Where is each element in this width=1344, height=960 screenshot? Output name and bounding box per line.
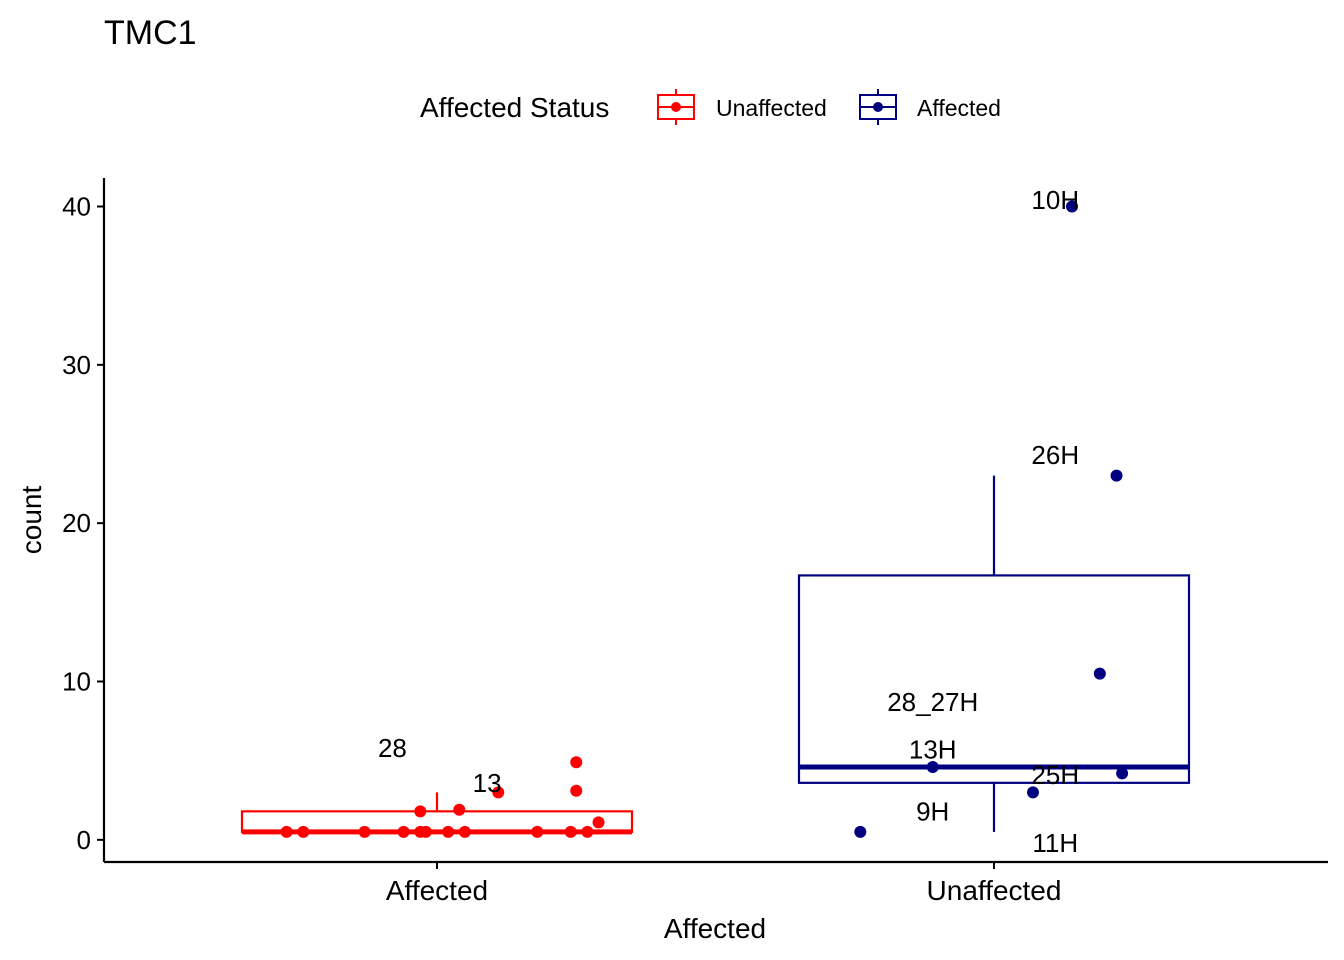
data-point: [581, 825, 594, 838]
data-point: [297, 825, 310, 838]
box-iqr: [797, 574, 1191, 784]
legend-point-glyph: [873, 102, 883, 112]
x-tick-label: Unaffected: [927, 875, 1062, 906]
data-point: [570, 756, 583, 769]
x-axis-title: Affected: [664, 913, 766, 944]
point-label: 10H: [1031, 185, 1079, 215]
point-label: 28_27H: [887, 687, 978, 717]
point-label: 13H: [909, 735, 957, 765]
data-point: [564, 825, 577, 838]
data-point: [1065, 200, 1078, 213]
data-point: [854, 825, 867, 838]
legend-label: Affected: [917, 95, 1001, 121]
y-axis-title: count: [16, 486, 47, 555]
data-point: [453, 803, 466, 816]
legend: Affected Status Unaffected Affected: [420, 89, 1001, 125]
data-point: [1110, 469, 1123, 482]
point-label: 26H: [1031, 440, 1079, 470]
axes: 0 10 20 30 40 Affected Unaffected: [62, 178, 1328, 906]
x-tick-label: Affected: [386, 875, 488, 906]
legend-key-affected: [859, 89, 897, 125]
data-point: [570, 784, 583, 797]
point-label: 9H: [916, 796, 949, 826]
data-point: [442, 825, 455, 838]
y-tick-label: 0: [77, 825, 91, 855]
data-point: [492, 786, 505, 799]
y-tick-label: 20: [62, 508, 91, 538]
y-tick-label: 10: [62, 667, 91, 697]
data-point: [419, 825, 432, 838]
plot-area: 28 13 10H 26H 28_27H 13H 25H 9H 11H: [240, 185, 1191, 858]
data-point: [1116, 767, 1129, 780]
chart-title: TMC1: [104, 14, 197, 52]
data-point: [531, 825, 544, 838]
data-point: [926, 761, 939, 773]
point-label: 13: [473, 768, 502, 798]
data-point: [1026, 786, 1039, 799]
data-point: [397, 825, 410, 838]
data-point: [1093, 667, 1106, 680]
data-point: [414, 805, 427, 818]
legend-key-unaffected: [657, 89, 695, 125]
legend-label: Unaffected: [716, 95, 827, 121]
data-point: [458, 825, 471, 838]
legend-point-glyph: [671, 102, 681, 112]
data-point: [592, 816, 605, 829]
group-affected: 28 13: [240, 733, 634, 838]
legend-title: Affected Status: [420, 92, 609, 123]
group-unaffected: 10H 26H 28_27H 13H 25H 9H 11H: [797, 185, 1191, 858]
point-label: 25H: [1031, 760, 1079, 790]
data-point: [280, 825, 293, 838]
data-point: [358, 825, 371, 838]
y-tick-label: 30: [62, 350, 91, 380]
point-label: 11H: [1032, 828, 1078, 858]
y-tick-label: 40: [62, 192, 91, 222]
point-label: 28: [378, 733, 407, 763]
